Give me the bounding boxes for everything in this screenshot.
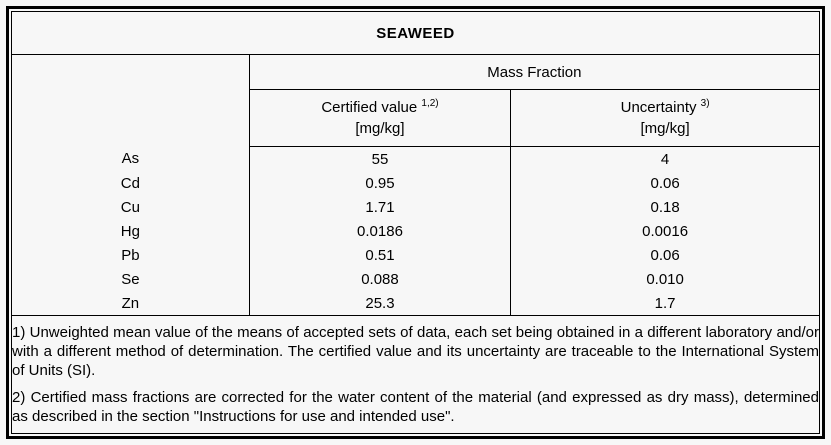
uncertainty-label: Uncertainty (620, 99, 697, 116)
certified-values-table: SEAWEED Mass Fraction Certified value 1,… (12, 12, 819, 434)
uncertainty-cell: 0.0016 (642, 222, 689, 240)
page-title: SEAWEED (12, 12, 819, 55)
certificate-table-outer-border: SEAWEED Mass Fraction Certified value 1,… (6, 6, 825, 439)
uncertainty-footnote-ref: 3) (700, 98, 710, 109)
group-header-row: Mass Fraction (12, 54, 819, 147)
element-symbol: As (12, 146, 250, 171)
certified-value-cell: 0.088 (249, 267, 512, 291)
table-row: Se 0.088 0.010 (12, 267, 819, 291)
certified-value-footnote-ref: 1,2) (421, 98, 439, 109)
element-symbol: Hg (12, 219, 250, 243)
table-row: Hg 0.0186 0.0016 (12, 219, 819, 243)
column-header-certified-value: Certified value 1,2) [mg/kg] (249, 89, 512, 147)
footnote-1: 1) Unweighted mean value of the means of… (12, 324, 819, 380)
column-header-row: Certified value 1,2) [mg/kg] Uncertainty… (12, 89, 819, 147)
certified-value-cell: 0.95 (249, 171, 512, 195)
element-symbol: Se (12, 267, 250, 291)
uncertainty-unit: [mg/kg] (640, 120, 690, 137)
certified-value-cell: 1.71 (249, 195, 512, 219)
table-row: Pb 0.51 0.06 (12, 243, 819, 267)
uncertainty-cell: 4 (660, 150, 670, 168)
footnotes-row: 1) Unweighted mean value of the means of… (12, 315, 819, 434)
table-row: Cu 1.71 0.18 (12, 195, 819, 219)
table-row: Zn 25.3 1.7 (12, 291, 819, 316)
uncertainty-cell: 0.010 (646, 270, 684, 288)
certified-value-label: Certified value (321, 99, 418, 116)
uncertainty-cell: 0.06 (650, 174, 680, 192)
table-row: Cd 0.95 0.06 (12, 171, 819, 195)
element-symbol: Zn (12, 291, 250, 316)
title-row: SEAWEED (12, 12, 819, 55)
uncertainty-cell: 0.06 (650, 246, 680, 264)
table-row: As 55 4 (12, 146, 819, 171)
stub-cell (12, 54, 250, 147)
uncertainty-cell: 1.7 (654, 294, 676, 312)
certified-value-cell: 0.51 (249, 243, 512, 267)
element-symbol: Pb (12, 243, 250, 267)
footnote-2: 2) Certified mass fractions are correcte… (12, 388, 819, 425)
certified-value-cell: 25.3 (249, 291, 512, 316)
column-header-uncertainty: Uncertainty 3) [mg/kg] (510, 89, 819, 147)
element-symbol: Cu (12, 195, 250, 219)
element-symbol: Cd (12, 171, 250, 195)
uncertainty-cell: 0.18 (650, 198, 680, 216)
footnote-3: 3) The uncertainty is expanded with a co… (12, 433, 819, 434)
certified-value-cell: 55 (249, 146, 512, 171)
certified-value-unit: [mg/kg] (355, 120, 405, 137)
certified-value-cell: 0.0186 (249, 219, 512, 243)
footnotes-section: 1) Unweighted mean value of the means of… (12, 315, 819, 434)
group-header-mass-fraction: Mass Fraction (249, 54, 819, 90)
certificate-table-inner-border: SEAWEED Mass Fraction Certified value 1,… (11, 11, 820, 434)
